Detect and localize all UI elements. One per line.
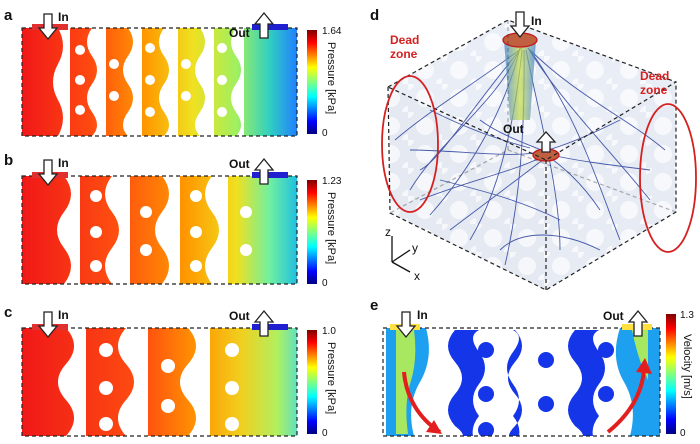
panel-c-colorbar	[307, 330, 317, 434]
panel-c-cbar-min: 0	[322, 428, 328, 439]
panel-d-out-arrow-icon	[535, 131, 557, 153]
panel-d-dead-zone-left-line1: Dead	[390, 33, 419, 47]
panel-b: b In Out 1.23 0 Pressure [kPa]	[4, 152, 342, 289]
panel-c-out-arrow-icon	[253, 309, 275, 337]
panel-a-colorbar	[307, 30, 317, 134]
panel-d-label: d	[370, 7, 379, 24]
panel-a-lattice-holes	[53, 28, 244, 136]
panel-e-cbar-min: 0	[680, 428, 686, 439]
panel-d-front-face	[388, 87, 546, 290]
panel-a-pressure-field	[22, 28, 297, 136]
panel-a-cbar-min: 0	[322, 128, 328, 139]
panel-b-out-label: Out	[229, 157, 250, 171]
panel-d-dead-zone-right-marker	[639, 103, 697, 253]
panel-e-in-label: In	[417, 308, 428, 322]
panel-c-label: c	[4, 304, 12, 321]
panel-e-label: e	[370, 297, 378, 314]
panel-c: c In Out 1.0 0 Pressure [kPa]	[4, 304, 337, 439]
panel-e-lattice-struts	[386, 328, 660, 436]
panel-c-domain-outline	[21, 327, 298, 437]
panel-b-pressure-field	[22, 176, 297, 284]
panel-a-label: a	[4, 7, 13, 24]
panel-d-axis-z: z	[385, 225, 391, 239]
panel-e-flow-arrowhead-left	[426, 420, 442, 434]
panel-e-flow-arrow-right	[606, 369, 646, 434]
panel-e-colorbar	[666, 314, 676, 434]
panel-c-pressure-field	[22, 328, 297, 436]
panel-a-domain-outline	[21, 27, 298, 137]
panel-e-in-arrow-icon	[395, 311, 417, 339]
panel-e-cbar-title: Velocity [m/s]	[681, 334, 693, 399]
panel-d-axis-x: x	[414, 269, 420, 283]
panel-b-out-arrow-icon	[253, 157, 275, 185]
panel-a-in-arrow-icon	[37, 13, 59, 41]
panel-a-outlet-port	[252, 24, 288, 30]
panel-b-colorbar	[307, 180, 317, 284]
panel-a: a In Out 1.64 0 Pres	[4, 7, 342, 139]
panel-d-dead-zone-right-line2: zone	[640, 83, 668, 97]
panel-c-lattice-holes	[58, 328, 239, 436]
panel-b-cbar-min: 0	[322, 278, 328, 289]
panel-b-cbar-title: Pressure [kPa]	[325, 192, 337, 264]
panel-d-axis-triad	[391, 236, 411, 273]
panel-c-cbar-max: 1.0	[322, 326, 336, 337]
panel-d: d	[370, 7, 697, 291]
panel-b-label: b	[4, 152, 13, 169]
panel-d-out-label: Out	[503, 122, 524, 136]
panel-b-in-arrow-icon	[37, 159, 59, 187]
panel-b-cbar-max: 1.23	[322, 176, 342, 187]
panel-a-cbar-max: 1.64	[322, 26, 342, 37]
panel-e-out-arrow-icon	[627, 309, 649, 337]
panel-d-in-label: In	[531, 14, 542, 28]
panel-e-domain-outline	[382, 327, 661, 437]
panel-d-in-arrow-icon	[509, 11, 531, 39]
panel-d-dead-zone-right-line1: Dead	[640, 69, 669, 83]
panel-c-in-arrow-icon	[37, 311, 59, 339]
panel-e-cbar-max: 1.3	[680, 310, 694, 321]
panel-a-cbar-title: Pressure [kPa]	[325, 42, 337, 114]
panel-b-in-label: In	[58, 156, 69, 170]
panel-c-out-label: Out	[229, 309, 250, 323]
panel-e-out-label: Out	[603, 309, 624, 323]
panel-d-dead-zone-left-line2: zone	[390, 47, 418, 61]
panel-c-outlet-port	[252, 324, 288, 330]
panel-a-out-label: Out	[229, 26, 250, 40]
panel-e: e In Out	[370, 297, 694, 439]
panel-b-domain-outline	[21, 175, 298, 285]
panel-c-in-label: In	[58, 308, 69, 322]
panel-b-lattice-holes	[57, 176, 252, 284]
panel-e-flow-arrowhead-right	[636, 358, 652, 374]
panel-a-in-label: In	[58, 10, 69, 24]
panel-e-velocity-field	[383, 328, 660, 436]
panel-d-inlet-jet	[504, 40, 536, 120]
panel-c-cbar-title: Pressure [kPa]	[325, 342, 337, 414]
panel-b-outlet-port	[252, 172, 288, 178]
panel-a-out-arrow-icon	[253, 11, 275, 39]
panel-d-axis-y: y	[412, 241, 418, 255]
panel-d-dead-zone-left-marker	[381, 75, 439, 213]
